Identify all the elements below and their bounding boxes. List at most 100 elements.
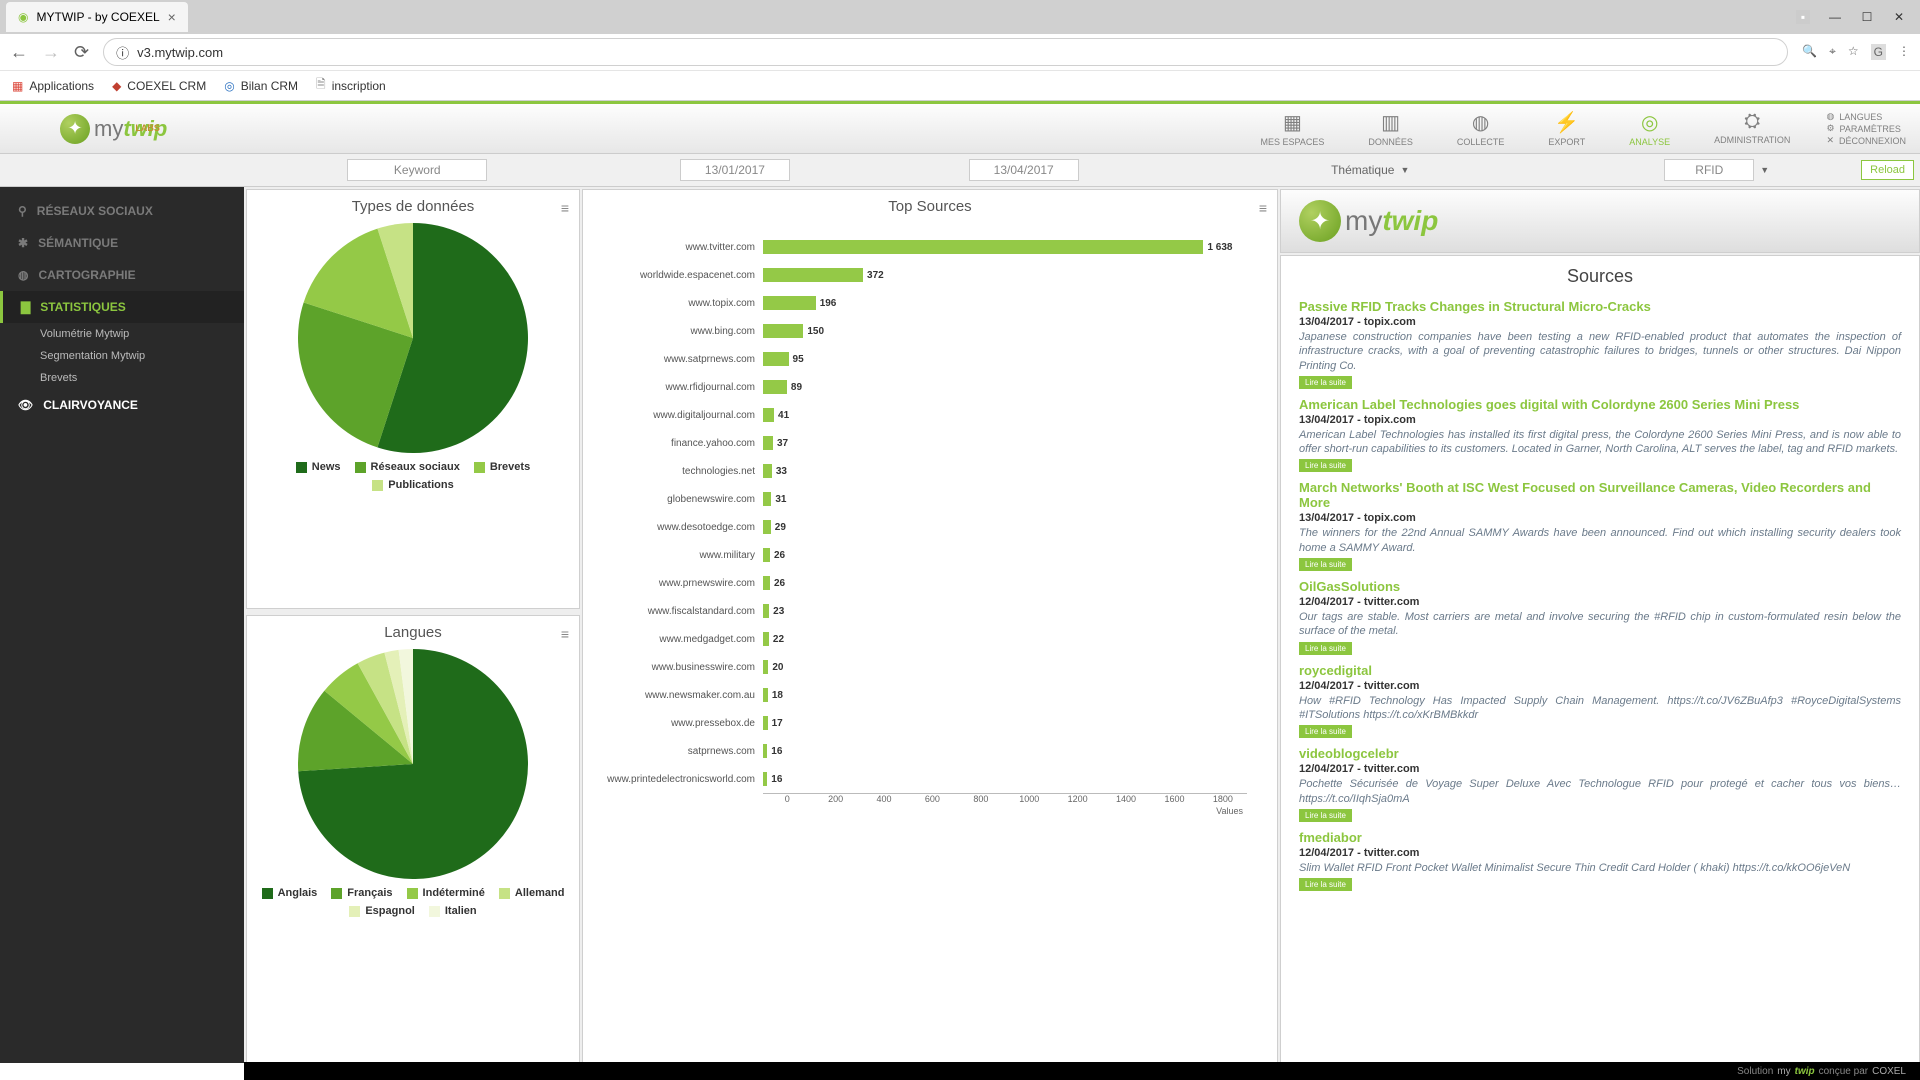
bar[interactable] <box>763 744 767 758</box>
bar[interactable] <box>763 352 789 366</box>
read-more-button[interactable]: Lire la suite <box>1299 878 1352 891</box>
star-icon[interactable]: ☆ <box>1848 44 1859 60</box>
legend-item[interactable]: Anglais <box>262 887 318 899</box>
close-icon[interactable]: × <box>168 9 176 25</box>
sidebar-sub[interactable]: Volumétrie Mytwip <box>0 323 244 345</box>
sidebar-semantique[interactable]: ✱SÉMANTIQUE <box>0 227 244 259</box>
legend-item[interactable]: Français <box>331 887 392 899</box>
date-from-input[interactable]: 13/01/2017 <box>680 159 790 181</box>
minimize-icon[interactable]: — <box>1828 10 1842 24</box>
close-window-icon[interactable]: ✕ <box>1892 10 1906 24</box>
forward-icon[interactable]: → <box>42 42 60 63</box>
back-icon[interactable]: ← <box>10 42 28 63</box>
corner-langues[interactable]: ◍LANGUES <box>1826 111 1906 122</box>
rfid-dropdown-icon[interactable]: ▼ <box>1760 165 1769 175</box>
bookmark-bilan-crm[interactable]: ◎Bilan CRM <box>224 79 298 93</box>
bookmark-coexel-crm[interactable]: ◆COEXEL CRM <box>112 79 206 93</box>
bar[interactable] <box>763 660 768 674</box>
bar[interactable] <box>763 492 771 506</box>
legend-item[interactable]: Italien <box>429 905 477 917</box>
corner-déconnexion[interactable]: ✕DÉCONNEXION <box>1826 135 1906 146</box>
legend-item[interactable]: Réseaux sociaux <box>355 461 460 473</box>
read-more-button[interactable]: Lire la suite <box>1299 725 1352 738</box>
nav-collecte[interactable]: ◍COLLECTE <box>1435 110 1527 147</box>
legend-item[interactable]: Allemand <box>499 887 565 899</box>
compass-icon[interactable]: ⌖ <box>1829 44 1836 60</box>
rfid-select[interactable]: RFID <box>1664 159 1754 181</box>
article: OilGasSolutions 12/04/2017 - tvitter.com… <box>1299 579 1901 655</box>
bar[interactable] <box>763 324 803 338</box>
bar[interactable] <box>763 464 772 478</box>
bar[interactable] <box>763 632 769 646</box>
nav-mes-espaces[interactable]: ▦MES ESPACES <box>1239 110 1347 147</box>
panel-menu-icon[interactable]: ≡ <box>561 626 569 642</box>
bar-value: 16 <box>771 774 782 785</box>
bar[interactable] <box>763 576 770 590</box>
nav-analyse[interactable]: ◎ANALYSE <box>1607 110 1692 147</box>
nav-donnees[interactable]: ▥DONNÉES <box>1346 110 1435 147</box>
bar-row: www.bing.com 150 <box>593 317 1247 345</box>
article-title[interactable]: OilGasSolutions <box>1299 579 1901 594</box>
panel-menu-icon[interactable]: ≡ <box>561 200 569 216</box>
sidebar-statistiques[interactable]: ▇STATISTIQUES <box>0 291 244 323</box>
legend-item[interactable]: Publications <box>372 479 453 491</box>
browser-tab[interactable]: ◉ MYTWIP - by COEXEL × <box>6 2 188 32</box>
bar[interactable] <box>763 520 771 534</box>
article-title[interactable]: American Label Technologies goes digital… <box>1299 397 1901 412</box>
bar[interactable] <box>763 604 769 618</box>
read-more-button[interactable]: Lire la suite <box>1299 376 1352 389</box>
sidebar-cartographie[interactable]: ◍CARTOGRAPHIE <box>0 259 244 291</box>
keyword-input[interactable]: Keyword <box>347 159 487 181</box>
read-more-button[interactable]: Lire la suite <box>1299 459 1352 472</box>
date-to-input[interactable]: 13/04/2017 <box>969 159 1079 181</box>
bar[interactable] <box>763 240 1203 254</box>
sidebar-reseaux[interactable]: ⚲RÉSEAUX SOCIAUX <box>0 195 244 227</box>
bar[interactable] <box>763 548 770 562</box>
article-body: Japanese construction companies have bee… <box>1299 330 1901 373</box>
legend-item[interactable]: News <box>296 461 341 473</box>
article-title[interactable]: videoblogcelebr <box>1299 746 1901 761</box>
article-title[interactable]: fmediabor <box>1299 830 1901 845</box>
bar-value: 1 638 <box>1207 242 1232 253</box>
legend-item[interactable]: Espagnol <box>349 905 415 917</box>
read-more-button[interactable]: Lire la suite <box>1299 642 1352 655</box>
bar[interactable] <box>763 268 863 282</box>
nav-administration[interactable]: ⛭ADMINISTRATION <box>1692 110 1812 147</box>
globe-icon: ◍ <box>18 268 28 282</box>
legend-item[interactable]: Brevets <box>474 461 530 473</box>
bar[interactable] <box>763 716 768 730</box>
ext-icon[interactable]: G <box>1871 44 1886 60</box>
sidebar-clairvoyance[interactable]: 👁CLAIRVOYANCE <box>0 389 244 421</box>
article-title[interactable]: roycedigital <box>1299 663 1901 678</box>
app-logo[interactable]: ✦ mytwip LABS <box>60 114 160 144</box>
bar[interactable] <box>763 772 767 786</box>
zoom-icon[interactable]: 🔍 <box>1802 44 1817 60</box>
corner-paramètres[interactable]: ⚙PARAMÈTRES <box>1826 123 1906 134</box>
bookmark-applications[interactable]: ▦Applications <box>12 79 94 93</box>
sidebar-sub[interactable]: Segmentation Mytwip <box>0 345 244 367</box>
bar[interactable] <box>763 688 768 702</box>
legend-item[interactable]: Indéterminé <box>407 887 485 899</box>
bar[interactable] <box>763 296 816 310</box>
reload-icon[interactable]: ⟳ <box>74 42 89 63</box>
url-input[interactable]: ⓘ v3.mytwip.com <box>103 38 1788 66</box>
article-body: Slim Wallet RFID Front Pocket Wallet Min… <box>1299 861 1901 875</box>
sidebar-sub[interactable]: Brevets <box>0 367 244 389</box>
footer-suffix: conçue par <box>1819 1066 1868 1077</box>
menu-icon[interactable]: ⋮ <box>1898 44 1910 60</box>
user-icon[interactable]: ▪ <box>1796 10 1810 24</box>
bar[interactable] <box>763 408 774 422</box>
article-title[interactable]: Passive RFID Tracks Changes in Structura… <box>1299 299 1901 314</box>
nav-export[interactable]: ⚡EXPORT <box>1526 110 1607 147</box>
panel-menu-icon[interactable]: ≡ <box>1259 200 1267 216</box>
bar[interactable] <box>763 380 787 394</box>
article-title[interactable]: March Networks' Booth at ISC West Focuse… <box>1299 480 1901 510</box>
bar[interactable] <box>763 436 773 450</box>
bookmark-inscription[interactable]: 🗎inscription <box>316 75 386 96</box>
filter-bar: Keyword 13/01/2017 13/04/2017 Thématique… <box>0 153 1920 187</box>
thematique-dropdown[interactable]: ▼ <box>1400 165 1409 175</box>
reload-button[interactable]: Reload <box>1861 160 1914 180</box>
read-more-button[interactable]: Lire la suite <box>1299 558 1352 571</box>
maximize-icon[interactable]: ☐ <box>1860 10 1874 24</box>
read-more-button[interactable]: Lire la suite <box>1299 809 1352 822</box>
